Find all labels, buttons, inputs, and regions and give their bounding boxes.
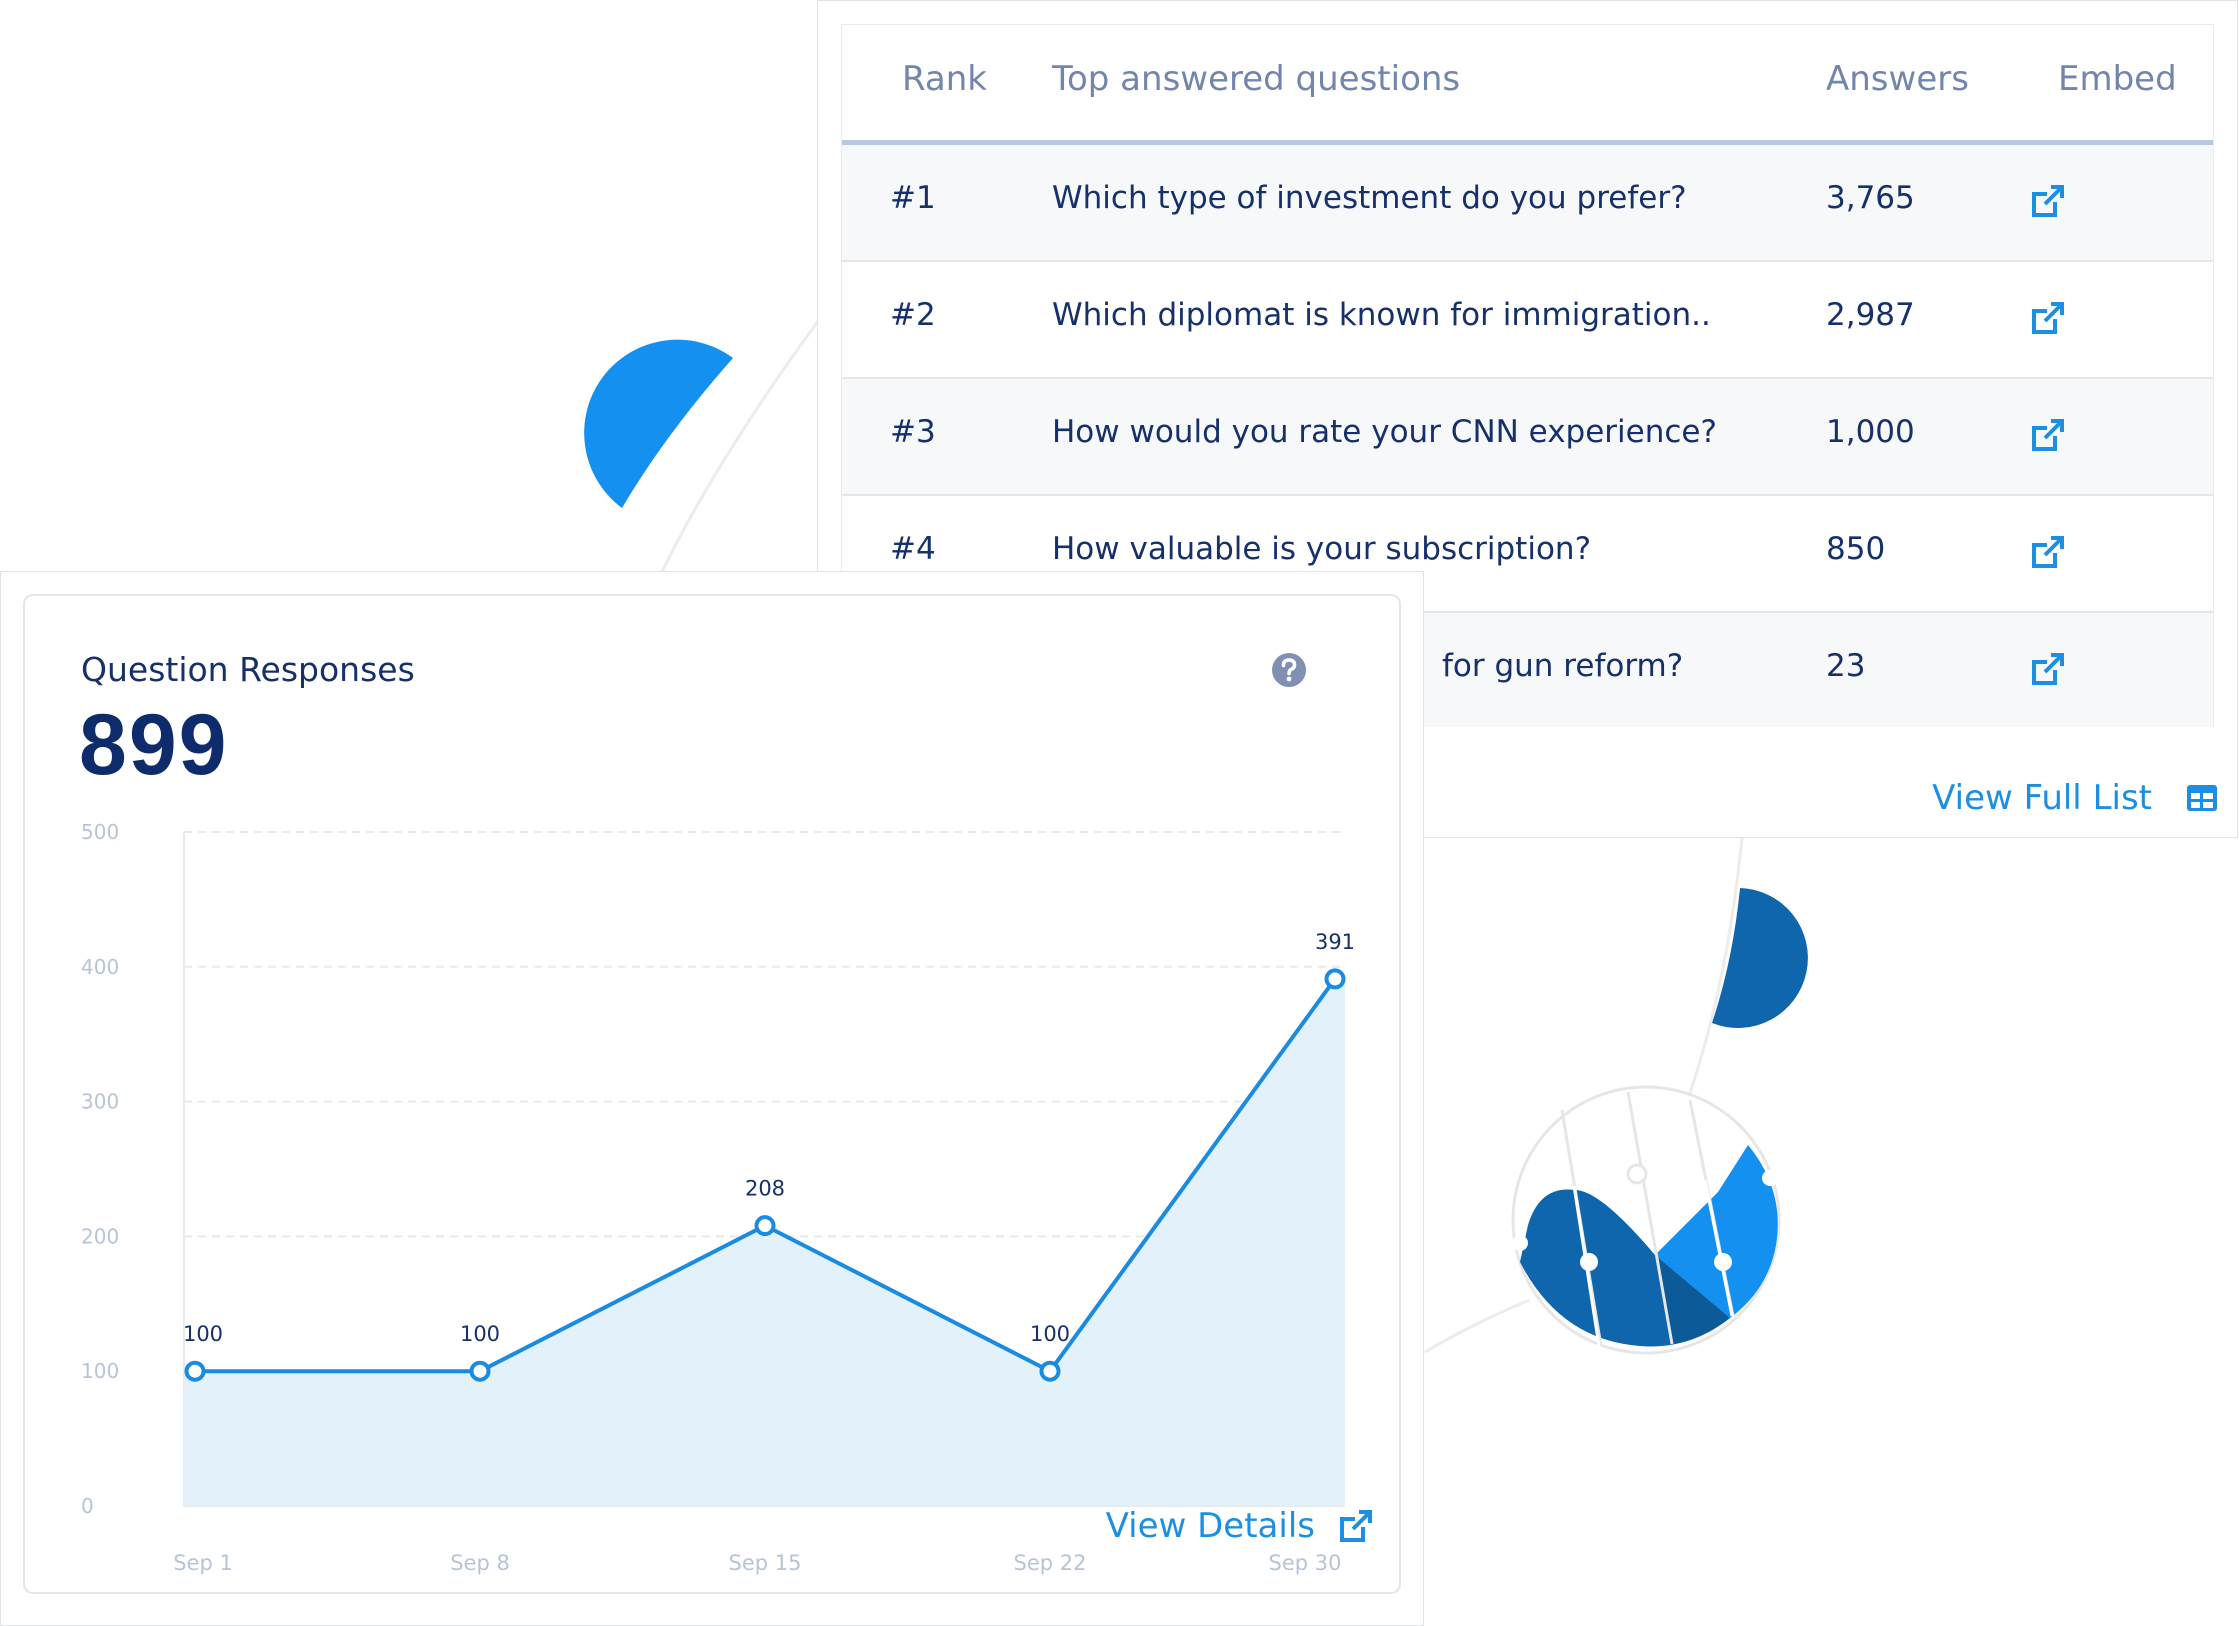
- data-label: 100: [1030, 1322, 1070, 1346]
- responses-count: 899: [79, 697, 229, 793]
- y-tick-label: 500: [81, 820, 119, 844]
- row-answers: 3,765: [1826, 180, 1915, 216]
- question-circle-icon[interactable]: [1270, 651, 1308, 689]
- y-tick-label: 400: [81, 955, 119, 979]
- y-tick-label: 0: [81, 1494, 94, 1518]
- data-label: 100: [183, 1322, 223, 1346]
- table-header: Rank Top answered questions Answers Embe…: [842, 25, 2213, 145]
- decorative-pie-chart: [1511, 1085, 1781, 1355]
- view-full-list-label: View Full List: [1932, 778, 2152, 818]
- top-questions-table: Rank Top answered questions Answers Embe…: [841, 24, 2214, 727]
- data-point: [469, 1360, 491, 1382]
- data-point: [1039, 1360, 1061, 1382]
- decorative-arc-lower: [1424, 1298, 1531, 1354]
- header-embed: Embed: [2058, 59, 2177, 99]
- decorative-semicircle-light: [584, 339, 733, 508]
- table-icon: [2187, 785, 2217, 811]
- table-row[interactable]: #4 How valuable is your subscription? 85…: [842, 496, 2213, 613]
- question-responses-panel: Question Responses 899 0 100 200 300 400 500 1…: [0, 571, 1424, 1626]
- card-title: Question Responses: [81, 650, 415, 689]
- data-label: 391: [1315, 930, 1355, 954]
- row-rank: #1: [890, 180, 936, 216]
- row-question[interactable]: How valuable is your subscription?: [1052, 531, 1592, 567]
- question-responses-card: Question Responses 899 0 100 200 300 400 500 1…: [23, 594, 1401, 1594]
- table-row[interactable]: #2 Which diplomat is known for immigrati…: [842, 262, 2213, 379]
- row-rank: #3: [890, 414, 936, 450]
- row-question[interactable]: Which type of investment do you prefer?: [1052, 180, 1687, 216]
- table-row[interactable]: #3 How would you rate your CNN experienc…: [842, 379, 2213, 496]
- data-point: [184, 1360, 206, 1382]
- decorative-semicircle-dark: [1712, 888, 1808, 1028]
- data-point: [1324, 968, 1346, 990]
- table-row[interactable]: #1 Which type of investment do you prefe…: [842, 145, 2213, 262]
- row-question[interactable]: Which diplomat is known for immigration.…: [1052, 297, 1711, 333]
- external-link-icon[interactable]: [2029, 182, 2067, 220]
- row-answers: 850: [1826, 531, 1886, 567]
- view-full-list-link[interactable]: View Full List: [1908, 775, 2218, 821]
- external-link-icon[interactable]: [2029, 533, 2067, 571]
- y-tick-label: 100: [81, 1359, 119, 1383]
- data-label: 100: [460, 1322, 500, 1346]
- row-answers: 2,987: [1826, 297, 1915, 333]
- external-link-icon[interactable]: [2029, 650, 2067, 688]
- view-details-label: View Details: [1105, 1506, 1315, 1546]
- external-link-icon: [1340, 1510, 1372, 1542]
- y-tick-label: 300: [81, 1090, 119, 1114]
- data-point: [754, 1215, 776, 1237]
- view-details-link[interactable]: View Details: [1075, 1502, 1375, 1550]
- row-question[interactable]: How would you rate your CNN experience?: [1052, 414, 1717, 450]
- header-answers: Answers: [1826, 59, 1969, 99]
- x-tick-label: Sep 8: [450, 1551, 510, 1575]
- x-tick-label: Sep 30: [1269, 1551, 1342, 1575]
- row-answers: 23: [1826, 648, 1866, 684]
- row-rank: #2: [890, 297, 936, 333]
- x-tick-label: Sep 15: [729, 1551, 802, 1575]
- row-question[interactable]: for gun reform?: [1442, 648, 1684, 684]
- x-tick-label: Sep 22: [1014, 1551, 1087, 1575]
- row-rank: #4: [890, 531, 936, 567]
- external-link-icon[interactable]: [2029, 416, 2067, 454]
- header-question: Top answered questions: [1052, 59, 1461, 99]
- header-rank: Rank: [902, 59, 987, 99]
- x-tick-label: Sep 1: [173, 1551, 233, 1575]
- y-tick-label: 200: [81, 1224, 119, 1248]
- area-fill: [184, 978, 1345, 1506]
- external-link-icon[interactable]: [2029, 299, 2067, 337]
- responses-line-chart: 0 100 200 300 400 500 100 100 208 100 391 Sep 1 Sep …: [81, 820, 1355, 1575]
- data-label: 208: [745, 1177, 785, 1201]
- row-answers: 1,000: [1826, 414, 1915, 450]
